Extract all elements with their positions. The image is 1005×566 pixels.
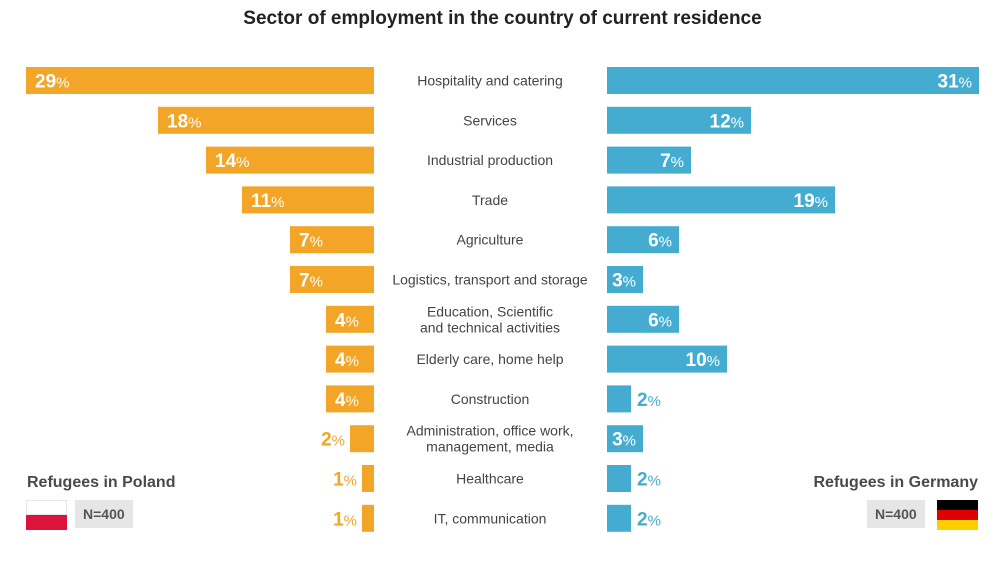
poland-bar [206, 146, 374, 174]
poland-bar [242, 186, 374, 214]
legend-germany-title: Refugees in Germany [813, 474, 979, 491]
germany-bar [607, 186, 835, 214]
germany-bar [607, 305, 679, 333]
category-label: Healthcare [456, 471, 524, 487]
poland-bar [26, 67, 374, 94]
poland-bar [326, 305, 374, 333]
category-label: Elderly care, home help [416, 351, 563, 367]
germany-value-label: 3% [612, 430, 636, 451]
germany-bar [607, 226, 679, 254]
category-label: Logistics, transport and storage [392, 272, 588, 288]
germany-bar [607, 504, 631, 532]
germany-bar [607, 425, 643, 453]
category-label: Hospitality and catering [417, 73, 563, 89]
poland-value-label: 14% [215, 151, 249, 172]
germany-bar [607, 146, 691, 174]
germany-value-label: 6% [648, 231, 672, 252]
category-label: Trade [472, 192, 508, 208]
germany-bar [607, 385, 631, 413]
germany-value-label: 31% [938, 72, 972, 93]
poland-bar [158, 106, 374, 134]
poland-value-label: 1% [333, 509, 357, 530]
poland-bar [326, 345, 374, 373]
poland-value-label: 4% [335, 350, 359, 371]
germany-bar [607, 266, 643, 293]
category-label: Construction [451, 391, 530, 407]
poland-bar [290, 266, 374, 293]
germany-bar [607, 465, 631, 492]
germany-value-label: 3% [612, 271, 636, 292]
poland-value-label: 7% [299, 271, 323, 292]
category-label: Education, Scientific and technical activ… [420, 303, 560, 335]
category-label: Services [463, 112, 517, 128]
category-label: Industrial production [427, 152, 553, 168]
poland-sample-size-badge: N=400 [75, 500, 133, 528]
germany-bar [607, 345, 727, 373]
germany-value-label: 7% [660, 151, 684, 172]
category-label: Agriculture [457, 232, 524, 248]
germany-value-label: 12% [710, 111, 744, 132]
germany-value-label: 2% [637, 509, 661, 530]
germany-value-label: 6% [648, 310, 672, 331]
germany-bar [607, 106, 751, 134]
poland-value-label: 4% [335, 390, 359, 411]
chart-title: Sector of employment in the country of c… [243, 8, 762, 29]
poland-bar [362, 504, 374, 532]
poland-bar [290, 226, 374, 254]
poland-value-label: 7% [299, 231, 323, 252]
category-label: Administration, office work, management, … [406, 423, 573, 455]
poland-bar [326, 385, 374, 413]
legend-poland-title: Refugees in Poland [27, 474, 176, 491]
germany-value-label: 2% [637, 390, 661, 411]
category-label: IT, communication [434, 510, 547, 526]
poland-flag-icon [26, 500, 67, 530]
poland-value-label: 11% [251, 191, 284, 212]
poland-bar [362, 465, 374, 492]
germany-value-label: 2% [637, 470, 661, 491]
germany-value-label: 19% [794, 191, 828, 212]
poland-bar [350, 425, 374, 453]
poland-value-label: 2% [321, 430, 345, 451]
poland-value-label: 4% [335, 310, 359, 331]
poland-value-label: 18% [167, 111, 201, 132]
germany-value-label: 10% [686, 350, 720, 371]
germany-flag-icon [937, 500, 978, 530]
poland-value-label: 1% [333, 470, 357, 491]
germany-sample-size-badge: N=400 [867, 500, 925, 528]
poland-value-label: 29% [35, 72, 69, 93]
germany-bar [607, 67, 979, 94]
